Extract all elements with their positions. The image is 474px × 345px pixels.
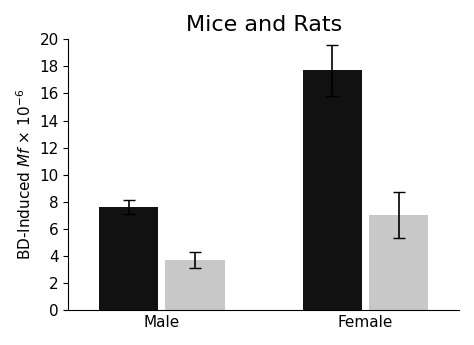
Bar bbox=[99, 207, 158, 310]
Bar bbox=[303, 70, 362, 310]
Bar bbox=[369, 215, 428, 310]
Title: Mice and Rats: Mice and Rats bbox=[185, 15, 342, 35]
Y-axis label: BD-Induced $Mf$ × 10$^{-6}$: BD-Induced $Mf$ × 10$^{-6}$ bbox=[15, 89, 34, 260]
Bar bbox=[165, 260, 225, 310]
